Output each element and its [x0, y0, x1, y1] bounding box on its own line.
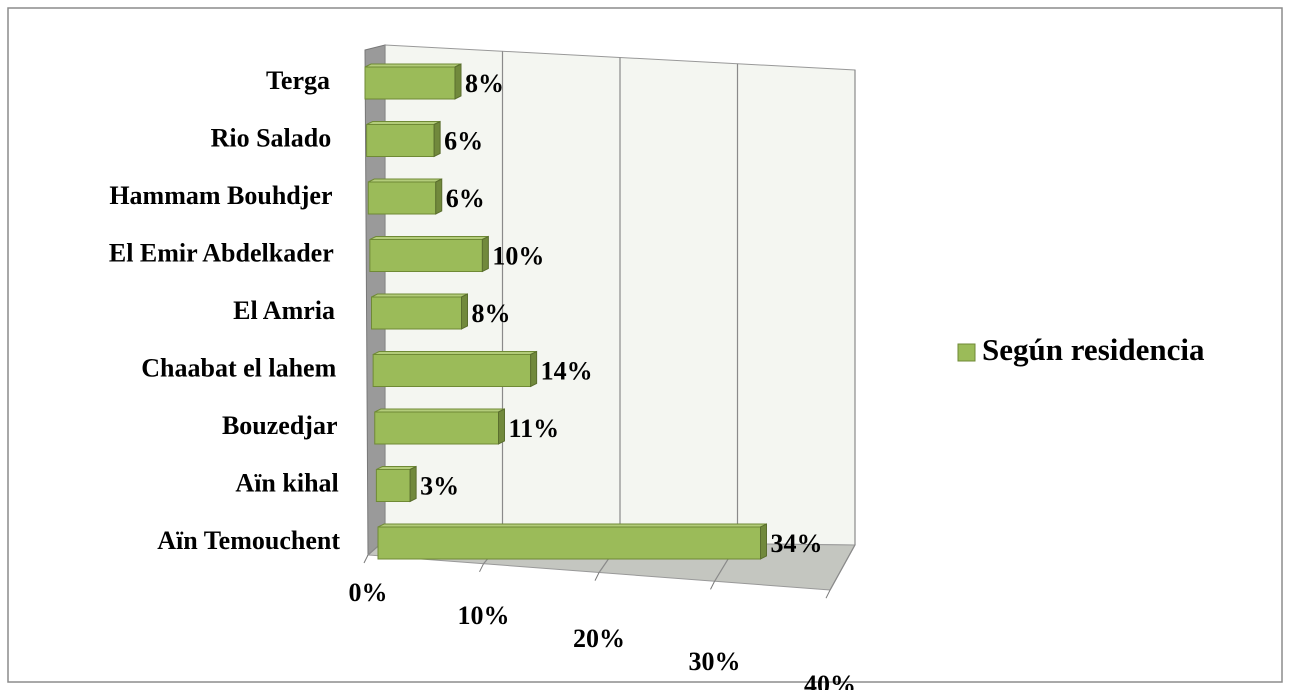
- bar: [371, 293, 468, 330]
- y-tick-label: Terga: [266, 66, 330, 95]
- tick-mark: [825, 589, 831, 599]
- bar-side: [454, 63, 462, 100]
- y-tick-label: El Emir Abdelkader: [109, 238, 334, 267]
- data-label: 3%: [420, 471, 459, 500]
- bar-front: [369, 239, 483, 272]
- y-tick-label: Rio Salado: [211, 123, 332, 152]
- bar-side: [498, 408, 505, 445]
- x-tick-label: 20%: [573, 624, 625, 653]
- floor-grid-line: [829, 544, 856, 591]
- y-tick-label: Chaabat el lahem: [141, 353, 336, 382]
- data-label: 11%: [509, 414, 560, 443]
- y-tick-label: Aïn kihal: [235, 468, 338, 497]
- x-tick-label: 40%: [804, 670, 856, 690]
- bar: [372, 350, 538, 388]
- data-label: 8%: [472, 299, 511, 328]
- data-label: 10%: [492, 241, 544, 270]
- legend-label: Según residencia: [982, 332, 1205, 367]
- tick-mark: [594, 572, 600, 581]
- bar-front: [374, 411, 499, 445]
- bar: [374, 408, 505, 445]
- bar-side: [530, 350, 538, 388]
- bar: [377, 523, 767, 560]
- legend-swatch: [957, 343, 976, 362]
- bar-front: [364, 66, 456, 100]
- bar-front: [375, 469, 411, 502]
- data-label: 6%: [446, 184, 485, 213]
- y-tick-label: Bouzedjar: [222, 411, 338, 440]
- bar: [369, 235, 489, 273]
- tick-mark: [363, 554, 369, 564]
- bar: [364, 63, 462, 100]
- tick-mark: [710, 581, 715, 590]
- y-tick-label: Aïn Temouchent: [157, 526, 340, 555]
- data-label: 6%: [444, 126, 483, 155]
- bar-side: [435, 178, 443, 215]
- bar-front: [366, 124, 435, 157]
- bar-front: [371, 296, 462, 330]
- data-label: 8%: [465, 69, 504, 98]
- data-label: 34%: [771, 529, 823, 558]
- y-tick-label: El Amria: [233, 296, 335, 325]
- bar: [366, 120, 441, 158]
- x-tick-label: 30%: [689, 647, 741, 676]
- bar-front: [377, 526, 761, 560]
- y-tick-label: Hammam Bouhdjer: [109, 181, 332, 210]
- bar-front: [367, 181, 437, 215]
- bar-side: [760, 523, 767, 560]
- bar-side: [481, 235, 489, 273]
- data-label: 14%: [541, 356, 593, 385]
- tick-mark: [479, 563, 484, 573]
- bar: [375, 465, 417, 503]
- x-tick-label: 0%: [349, 578, 388, 607]
- bar-side: [461, 293, 468, 330]
- x-tick-label: 10%: [458, 601, 510, 630]
- bar-side: [409, 465, 417, 503]
- bar-side: [433, 120, 441, 158]
- bar: [367, 178, 443, 215]
- bar-front: [372, 354, 532, 387]
